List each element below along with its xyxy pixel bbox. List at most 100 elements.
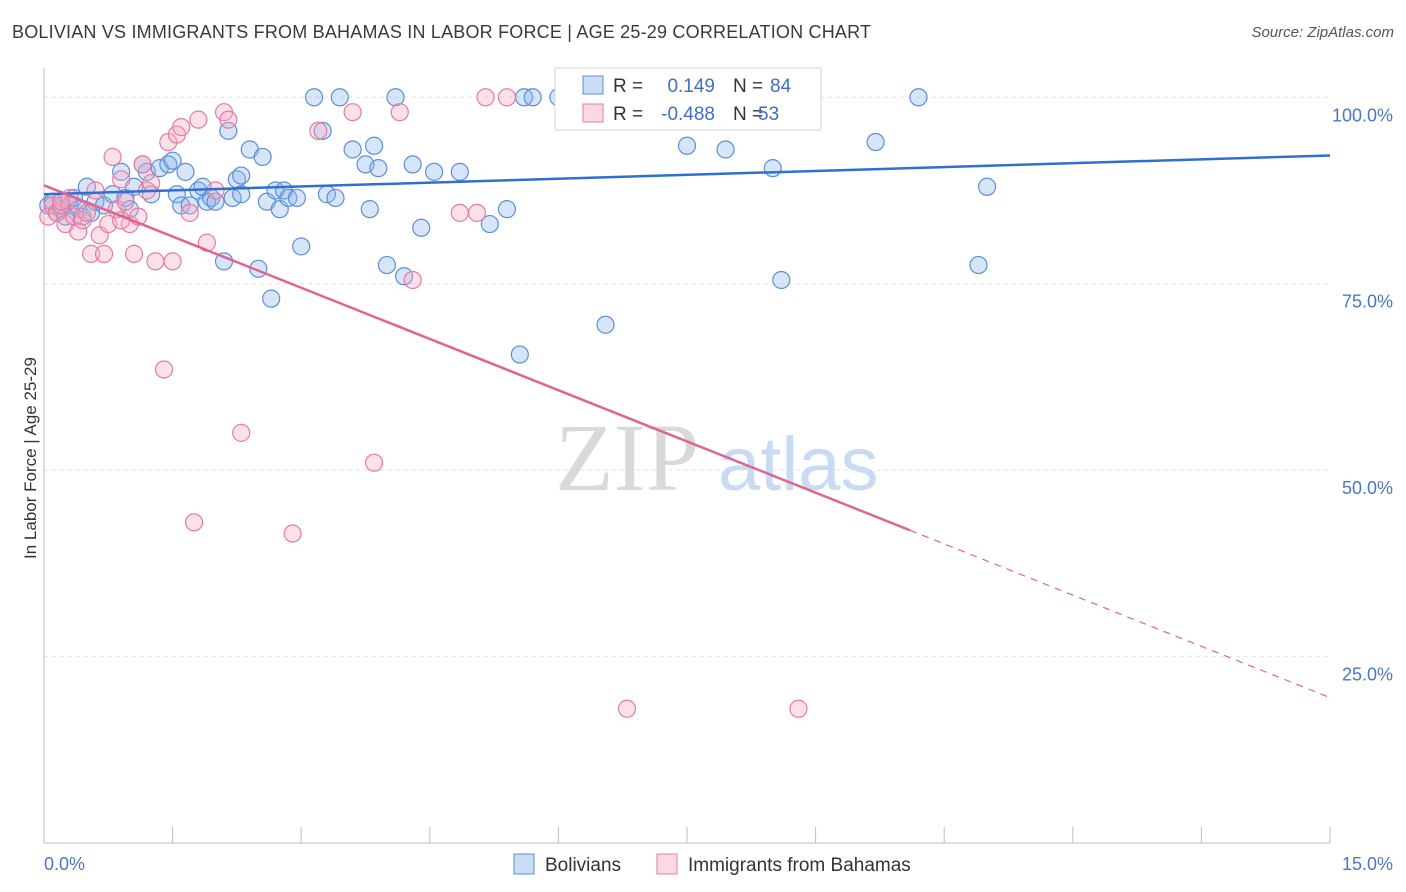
series-legend: Bolivians Immigrants from Bahamas bbox=[513, 853, 911, 876]
bolivians-point-75 bbox=[677, 136, 697, 155]
bahamas-point-35 bbox=[206, 181, 225, 200]
bolivians-point-25 bbox=[176, 162, 195, 181]
bahamas-point-28 bbox=[163, 252, 182, 271]
bolivians-point-56 bbox=[360, 200, 379, 219]
watermark: ZIP atlas bbox=[555, 404, 879, 511]
bahamas-point-7 bbox=[69, 222, 88, 241]
bahamas-point-38 bbox=[232, 423, 251, 442]
axes bbox=[43, 68, 1331, 844]
bahamas-point-39 bbox=[283, 524, 302, 543]
bolivians-point-50 bbox=[313, 121, 332, 140]
bolivians-point-42 bbox=[262, 289, 281, 308]
bahamas-trend-line bbox=[43, 184, 911, 532]
bottom-legend-label-bolivians: Bolivians bbox=[545, 855, 621, 876]
bolivians-point-26 bbox=[180, 196, 199, 215]
trend-lines bbox=[43, 154, 1331, 699]
bahamas-trend-dashed bbox=[909, 529, 1331, 699]
bolivians-point-62 bbox=[403, 155, 422, 174]
legend-r-label-1: R = bbox=[613, 76, 643, 97]
bahamas-point-48 bbox=[497, 88, 517, 107]
bolivians-point-36 bbox=[232, 185, 251, 204]
bolivians-point-76 bbox=[716, 140, 735, 159]
bahamas-point-18 bbox=[116, 192, 135, 211]
bahamas-point-11 bbox=[86, 181, 105, 200]
bahamas-point-17 bbox=[112, 170, 131, 189]
bahamas-point-44 bbox=[403, 270, 422, 290]
legend-r-value-2: -0.488 bbox=[661, 104, 715, 125]
bahamas-point-43 bbox=[390, 103, 409, 122]
bolivians-point-37 bbox=[232, 166, 251, 185]
bahamas-point-31 bbox=[180, 203, 199, 222]
bolivians-point-79 bbox=[866, 132, 885, 152]
bahamas-point-41 bbox=[343, 103, 362, 122]
bahamas-point-22 bbox=[133, 155, 152, 174]
bolivians-point-81 bbox=[977, 177, 997, 196]
bolivians-point-78 bbox=[772, 270, 791, 290]
bottom-legend-swatch-pink bbox=[656, 853, 678, 875]
bolivians-point-13 bbox=[112, 162, 131, 181]
legend-r-label-2: R = bbox=[613, 104, 643, 125]
source-label: Source: ZipAtlas.com bbox=[1251, 24, 1394, 41]
bolivians-point-53 bbox=[330, 88, 349, 107]
bahamas-point-13 bbox=[94, 244, 114, 263]
legend-r-value-1: 0.149 bbox=[667, 76, 715, 97]
bahamas-point-50 bbox=[789, 699, 808, 718]
y-tick-label-1: 75.0% bbox=[1342, 292, 1393, 312]
bolivians-point-67 bbox=[497, 200, 517, 219]
bahamas-point-15 bbox=[103, 147, 122, 167]
bolivians-point-59 bbox=[377, 255, 397, 275]
bahamas-point-30 bbox=[172, 118, 191, 137]
watermark-zip: ZIP bbox=[555, 404, 699, 511]
bahamas-point-40 bbox=[309, 121, 328, 140]
bolivians-point-63 bbox=[412, 218, 431, 237]
bolivians-point-48 bbox=[292, 237, 311, 256]
bolivians-point-60 bbox=[386, 88, 405, 107]
bottom-legend-label-bahamas: Immigrants from Bahamas bbox=[688, 855, 911, 876]
legend-n-label-1: N = bbox=[733, 76, 763, 97]
bolivians-point-69 bbox=[523, 88, 542, 107]
y-tick-label-3: 25.0% bbox=[1342, 665, 1393, 685]
bahamas-point-25 bbox=[146, 252, 165, 271]
legend-swatch-pink bbox=[582, 103, 604, 123]
bahamas-point-26 bbox=[154, 360, 174, 379]
bahamas-point-33 bbox=[189, 110, 208, 129]
bolivians-point-47 bbox=[287, 188, 307, 208]
bolivians-point-49 bbox=[304, 88, 324, 107]
legend-swatch-blue bbox=[582, 75, 604, 95]
x-tick-label-1: 15.0% bbox=[1342, 854, 1393, 874]
bolivians-point-58 bbox=[369, 159, 388, 178]
bahamas-point-49 bbox=[617, 699, 637, 718]
bolivians-point-80 bbox=[909, 88, 928, 107]
bolivians-point-77 bbox=[763, 159, 782, 178]
chart-title: BOLIVIAN VS IMMIGRANTS FROM BAHAMAS IN L… bbox=[12, 22, 872, 42]
bahamas-point-24 bbox=[142, 173, 161, 193]
bolivians-point-66 bbox=[480, 214, 499, 234]
x-tick-labels: 0.0% 15.0% bbox=[44, 854, 1393, 874]
bolivians-point-82 bbox=[969, 255, 988, 275]
bahamas-point-37 bbox=[219, 110, 238, 129]
legend-n-value-2: 53 bbox=[758, 104, 779, 125]
bolivians-trend-line bbox=[43, 154, 1331, 196]
y-tick-labels: 100.0% 75.0% 50.0% 25.0% bbox=[1332, 105, 1393, 684]
bolivians-point-70 bbox=[510, 345, 529, 364]
legend-n-value-1: 84 bbox=[770, 76, 792, 97]
correlation-legend: R = 0.149 N = 84 R = -0.488 N = 53 bbox=[554, 67, 822, 131]
bolivians-point-22 bbox=[163, 151, 182, 170]
data-points bbox=[39, 88, 997, 718]
y-tick-label-2: 50.0% bbox=[1342, 478, 1393, 498]
x-tick-label-0: 0.0% bbox=[44, 854, 85, 874]
bahamas-point-45 bbox=[450, 203, 469, 222]
bahamas-point-20 bbox=[124, 244, 144, 263]
bahamas-point-9 bbox=[77, 203, 96, 222]
bottom-legend-swatch-blue bbox=[513, 853, 535, 875]
bolivians-point-72 bbox=[596, 315, 615, 334]
legend-n-label-2: N = bbox=[733, 104, 763, 125]
y-tick-label-0: 100.0% bbox=[1332, 105, 1393, 125]
bahamas-point-47 bbox=[476, 88, 495, 107]
y-axis-title: In Labor Force | Age 25-29 bbox=[21, 357, 40, 559]
bolivians-point-54 bbox=[343, 140, 362, 159]
bolivians-point-65 bbox=[450, 162, 469, 181]
bolivians-point-57 bbox=[364, 136, 384, 155]
bahamas-point-32 bbox=[184, 513, 204, 532]
